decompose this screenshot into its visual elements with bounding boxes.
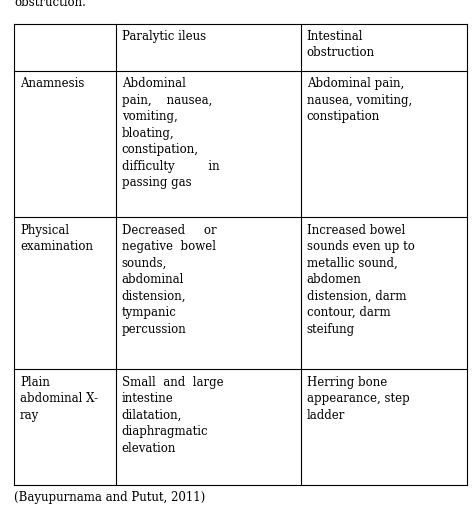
Text: (Bayupurnama and Putut, 2011): (Bayupurnama and Putut, 2011): [14, 491, 205, 504]
Text: Paralytic ileus: Paralytic ileus: [122, 30, 206, 43]
Text: Abdominal pain,
nausea, vomiting,
constipation: Abdominal pain, nausea, vomiting, consti…: [307, 77, 412, 123]
Text: Plain
abdominal X-
ray: Plain abdominal X- ray: [20, 376, 98, 422]
Text: Herring bone
appearance, step
ladder: Herring bone appearance, step ladder: [307, 376, 410, 422]
Text: Anamnesis: Anamnesis: [20, 77, 84, 90]
Text: Small  and  large
intestine
dilatation,
diaphragmatic
elevation: Small and large intestine dilatation, di…: [122, 376, 223, 455]
Text: Physical
examination: Physical examination: [20, 224, 93, 253]
Text: Intestinal
obstruction: Intestinal obstruction: [307, 30, 375, 59]
Text: obstruction.: obstruction.: [14, 0, 86, 9]
Text: Increased bowel
sounds even up to
metallic sound,
abdomen
distension, darm
conto: Increased bowel sounds even up to metall…: [307, 224, 415, 336]
Text: Abdominal
pain,    nausea,
vomiting,
bloating,
constipation,
difficulty         : Abdominal pain, nausea, vomiting, bloati…: [122, 77, 219, 189]
Text: Decreased     or
negative  bowel
sounds,
abdominal
distension,
tympanic
percussi: Decreased or negative bowel sounds, abdo…: [122, 224, 217, 336]
